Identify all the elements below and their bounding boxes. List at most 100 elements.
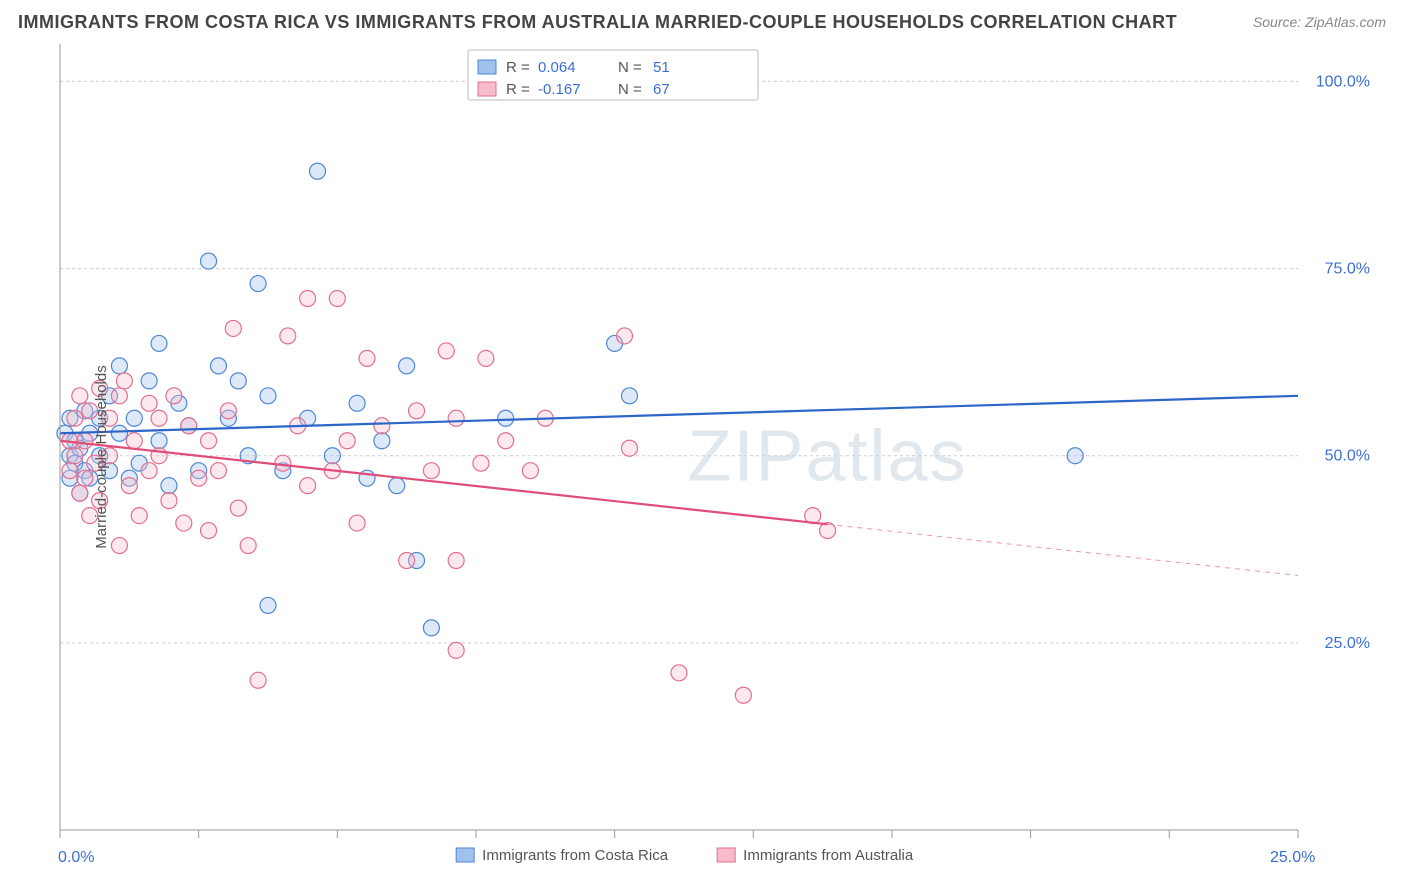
data-point xyxy=(250,672,266,688)
data-point xyxy=(498,410,514,426)
data-point xyxy=(191,470,207,486)
data-point xyxy=(349,515,365,531)
data-point xyxy=(423,620,439,636)
data-point xyxy=(72,485,88,501)
data-point xyxy=(621,440,637,456)
chart-container: Married-couple Households 25.0% 50.0% 75.0… xyxy=(18,40,1388,874)
data-point xyxy=(522,463,538,479)
data-point xyxy=(111,425,127,441)
data-point xyxy=(260,597,276,613)
data-point xyxy=(72,388,88,404)
legend-swatch xyxy=(717,848,735,862)
legend-swatch xyxy=(456,848,474,862)
svg-text:ZIPatlas: ZIPatlas xyxy=(688,417,968,497)
data-point xyxy=(230,500,246,516)
chart-title: IMMIGRANTS FROM COSTA RICA VS IMMIGRANTS… xyxy=(18,12,1177,33)
data-point xyxy=(409,403,425,419)
data-point xyxy=(473,455,489,471)
data-point xyxy=(176,515,192,531)
data-point xyxy=(131,508,147,524)
data-point xyxy=(62,463,78,479)
data-point xyxy=(399,553,415,569)
data-point xyxy=(448,410,464,426)
data-point xyxy=(201,523,217,539)
data-point xyxy=(735,687,751,703)
svg-text:0.0%: 0.0% xyxy=(58,849,94,866)
svg-text:25.0%: 25.0% xyxy=(1270,849,1315,866)
data-point xyxy=(111,538,127,554)
data-point xyxy=(280,328,296,344)
data-point xyxy=(399,358,415,374)
svg-text:25.0%: 25.0% xyxy=(1325,635,1370,652)
data-point xyxy=(201,253,217,269)
svg-text:0.064: 0.064 xyxy=(538,59,576,76)
data-point xyxy=(671,665,687,681)
data-point xyxy=(300,291,316,307)
trend-line xyxy=(60,396,1298,433)
data-point xyxy=(67,448,83,464)
data-point xyxy=(230,373,246,389)
data-point xyxy=(151,335,167,351)
source-attribution: Source: ZipAtlas.com xyxy=(1253,14,1386,30)
data-point xyxy=(161,478,177,494)
data-point xyxy=(121,478,137,494)
data-point xyxy=(141,373,157,389)
data-point xyxy=(478,350,494,366)
data-point xyxy=(161,493,177,509)
data-point xyxy=(275,455,291,471)
svg-text:N =: N = xyxy=(618,81,642,98)
svg-text:67: 67 xyxy=(653,81,670,98)
data-point xyxy=(324,448,340,464)
data-point xyxy=(1067,448,1083,464)
y-axis-label: Married-couple Households xyxy=(93,365,110,548)
data-point xyxy=(349,395,365,411)
data-point xyxy=(423,463,439,479)
data-point xyxy=(116,373,132,389)
svg-text:100.0%: 100.0% xyxy=(1316,73,1370,90)
data-point xyxy=(225,320,241,336)
trend-line-dashed xyxy=(828,524,1298,575)
data-point xyxy=(310,163,326,179)
data-point xyxy=(374,418,390,434)
data-point xyxy=(201,433,217,449)
data-point xyxy=(448,642,464,658)
data-point xyxy=(166,388,182,404)
data-point xyxy=(438,343,454,359)
data-point xyxy=(359,350,375,366)
data-point xyxy=(240,538,256,554)
svg-text:-0.167: -0.167 xyxy=(538,81,581,98)
data-point xyxy=(621,388,637,404)
data-point xyxy=(617,328,633,344)
data-point xyxy=(300,478,316,494)
data-point xyxy=(448,553,464,569)
svg-text:75.0%: 75.0% xyxy=(1325,261,1370,278)
data-point xyxy=(220,403,236,419)
data-point xyxy=(111,388,127,404)
data-point xyxy=(374,433,390,449)
data-point xyxy=(820,523,836,539)
svg-text:50.0%: 50.0% xyxy=(1325,448,1370,465)
legend-label: Immigrants from Costa Rica xyxy=(482,847,669,864)
data-point xyxy=(151,433,167,449)
data-point xyxy=(141,463,157,479)
data-point xyxy=(181,418,197,434)
data-point xyxy=(210,463,226,479)
data-point xyxy=(210,358,226,374)
data-point xyxy=(498,433,514,449)
stats-legend: R =0.064N =51R =-0.167N =67 xyxy=(468,50,758,100)
data-point xyxy=(151,410,167,426)
data-point xyxy=(339,433,355,449)
data-point xyxy=(141,395,157,411)
svg-text:N =: N = xyxy=(618,59,642,76)
data-point xyxy=(77,433,93,449)
data-point xyxy=(260,388,276,404)
svg-text:51: 51 xyxy=(653,59,670,76)
svg-text:R =: R = xyxy=(506,59,530,76)
data-point xyxy=(126,433,142,449)
correlation-scatter-chart: 25.0% 50.0% 75.0% 100.0% ZIPatlas 0.0% 25.0% R … xyxy=(18,40,1388,874)
data-point xyxy=(250,276,266,292)
data-point xyxy=(389,478,405,494)
data-point xyxy=(329,291,345,307)
data-point xyxy=(111,358,127,374)
data-point xyxy=(126,410,142,426)
